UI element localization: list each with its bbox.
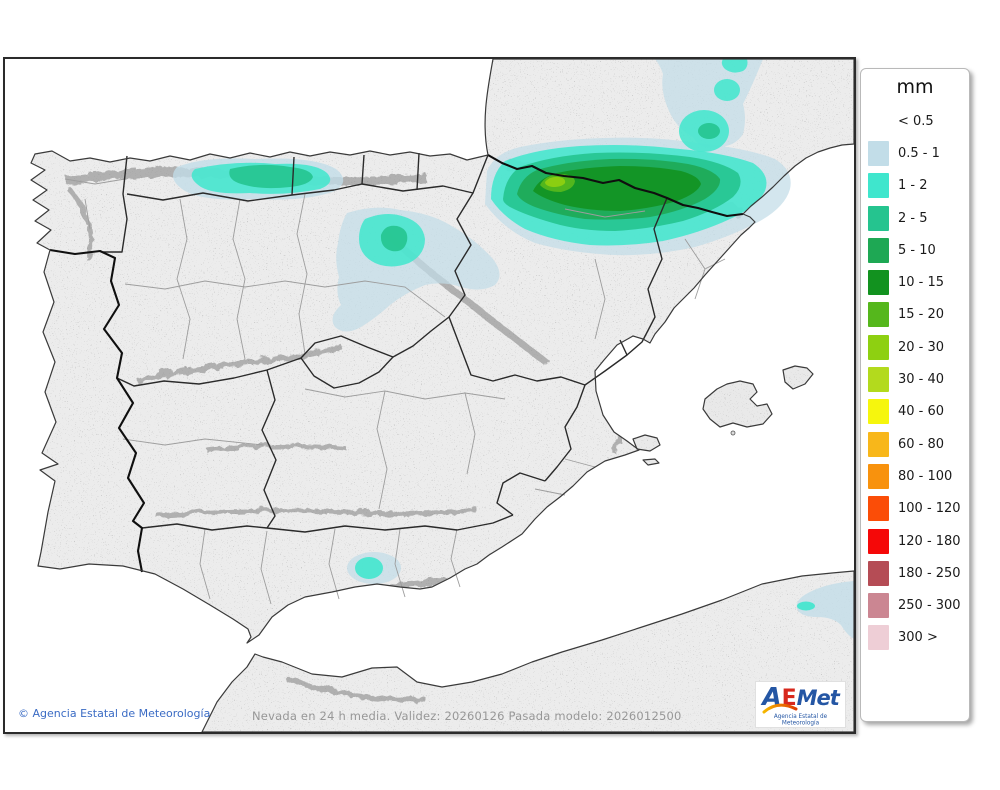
legend-rows: < 0.5 0.5 - 1 1 - 2 2 - 5 5 - 10 (861, 105, 969, 654)
legend-row: 5 - 10 (861, 234, 969, 266)
province-borders (64, 178, 726, 605)
footer-model-info: Nevada en 24 h media. Validez: 20260126 … (252, 709, 682, 723)
legend-swatch (868, 140, 889, 166)
legend-row: 2 - 5 (861, 202, 969, 234)
border-spain-france (487, 154, 744, 218)
legend-row: 60 - 80 (861, 428, 969, 460)
legend-swatch (868, 334, 889, 360)
legend-label: 0.5 - 1 (898, 145, 940, 161)
legend-row: 0.5 - 1 (861, 137, 969, 169)
border-spain-portugal (49, 248, 146, 573)
country-borders (49, 154, 744, 573)
legend-row: < 0.5 (861, 105, 969, 137)
legend-label: 100 - 120 (898, 501, 961, 517)
aemet-swoosh-icon (762, 703, 798, 714)
legend-swatch (868, 270, 889, 296)
legend-label: 30 - 40 (898, 372, 945, 388)
legend-label: 15 - 20 (898, 307, 945, 323)
legend-row: 1 - 2 (861, 170, 969, 202)
legend-row: 80 - 100 (861, 460, 969, 492)
legend-label: 5 - 10 (898, 242, 936, 258)
map-frame (3, 57, 856, 734)
legend-title: mm (896, 76, 934, 98)
legend-swatch (868, 205, 889, 231)
legend-swatch (868, 593, 889, 619)
snow-southern-france (655, 59, 763, 152)
legend-swatch (868, 237, 889, 263)
snow-north-africa (796, 581, 854, 639)
legend-label: 80 - 100 (898, 468, 953, 484)
legend-panel: mm < 0.5 0.5 - 1 1 - 2 2 - 5 (860, 68, 970, 722)
snow-sierra-nevada (347, 552, 401, 584)
legend-label: 300 > (898, 630, 938, 646)
legend-swatch (868, 528, 889, 554)
legend-swatch (868, 625, 889, 651)
legend-label: 20 - 30 (898, 339, 945, 355)
aemet-logo-word: AEMet (756, 682, 845, 714)
legend-label: < 0.5 (898, 113, 934, 129)
snow-overlays (172, 59, 854, 639)
legend-row: 180 - 250 (861, 557, 969, 589)
snow-cantabrian (172, 158, 344, 200)
legend-label: 2 - 5 (898, 210, 928, 226)
legend-row: 20 - 30 (861, 331, 969, 363)
aemet-letters-met: Met (796, 686, 840, 710)
legend-label: 180 - 250 (898, 565, 961, 581)
region-borders (103, 152, 668, 533)
aemet-letter-a: A (762, 682, 782, 711)
legend-row: 40 - 60 (861, 396, 969, 428)
legend-swatch (868, 302, 889, 328)
legend-swatch (868, 560, 889, 586)
legend-row: 10 - 15 (861, 266, 969, 298)
aemet-logo: AEMet Agencia Estatal de Meteorología (755, 681, 846, 728)
legend-label: 250 - 300 (898, 598, 961, 614)
snow-pyrenees (485, 137, 791, 256)
legend-swatch (868, 496, 889, 522)
legend-row: 15 - 20 (861, 299, 969, 331)
legend-swatch (868, 367, 889, 393)
legend-row: 300 > (861, 622, 969, 654)
legend-row: 100 - 120 (861, 493, 969, 525)
legend-label: 60 - 80 (898, 436, 945, 452)
legend-swatch (868, 463, 889, 489)
legend-swatch (868, 399, 889, 425)
footer-copyright: © Agencia Estatal de Meteorología (18, 707, 211, 720)
snow-iberian-system (332, 207, 500, 332)
legend-row: 250 - 300 (861, 589, 969, 621)
aemet-logo-subtitle: Agencia Estatal de Meteorología (773, 713, 828, 727)
legend-row: 30 - 40 (861, 363, 969, 395)
landmass (31, 59, 854, 732)
legend-swatch (868, 173, 889, 199)
legend-label: 1 - 2 (898, 178, 928, 194)
legend-label: 40 - 60 (898, 404, 945, 420)
legend-swatch (868, 431, 889, 457)
legend-label: 10 - 15 (898, 275, 945, 291)
legend-label: 120 - 180 (898, 533, 961, 549)
spain-snowfall-map (5, 59, 854, 732)
legend-row: 120 - 180 (861, 525, 969, 557)
